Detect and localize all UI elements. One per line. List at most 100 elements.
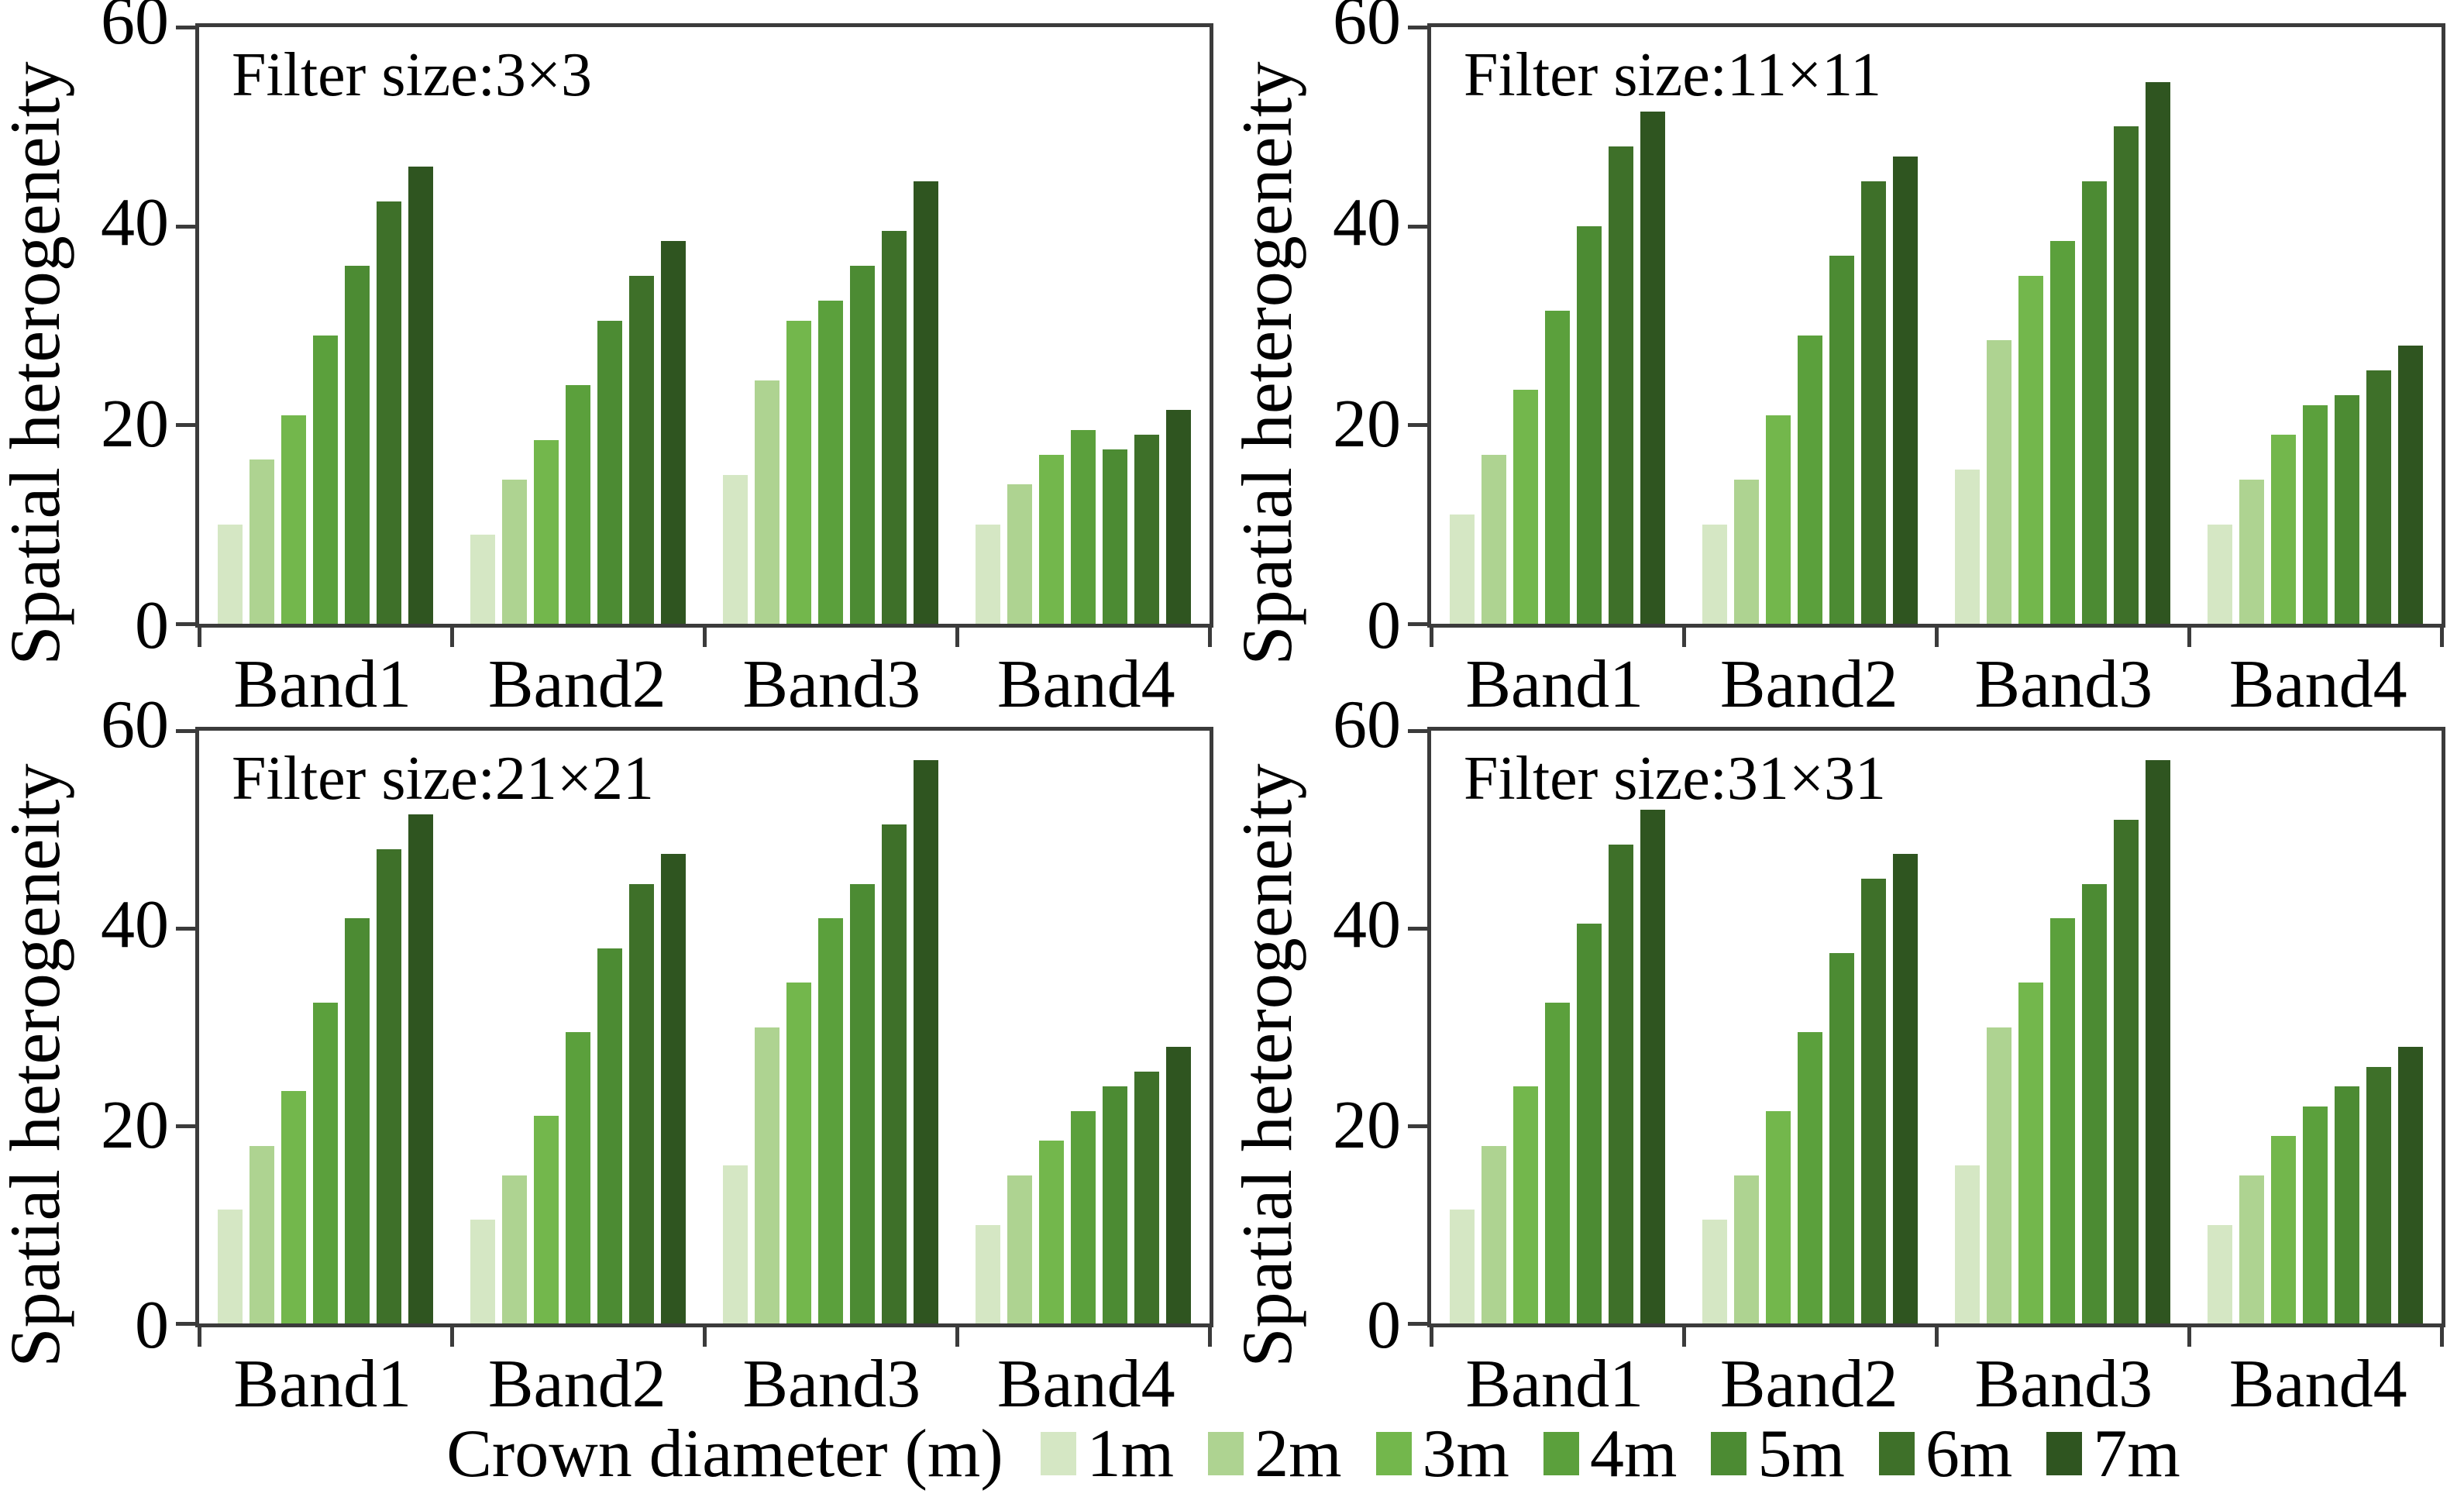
x-category-label-band1: Band1: [233, 647, 412, 722]
x-tick-mark: [2187, 1327, 2191, 1347]
x-tick-mark: [2440, 628, 2444, 647]
bar-band2-6m: [1861, 879, 1886, 1323]
bar-band4-7m: [1166, 1047, 1191, 1323]
x-tick-mark: [2187, 628, 2191, 647]
y-tick-mark: [1408, 26, 1427, 29]
legend-swatch-5m: [1711, 1432, 1747, 1475]
bar-band3-6m: [882, 231, 907, 624]
bar-band2-5m: [1829, 952, 1854, 1323]
bar-band2-6m: [1861, 181, 1886, 624]
y-tick-label-0: 0: [1367, 588, 1401, 664]
bar-band1-4m: [313, 1002, 338, 1323]
panel-title: Filter size:31×31: [1464, 745, 1887, 813]
x-category-label-band1: Band1: [1465, 1347, 1644, 1422]
y-tick-mark: [176, 1124, 195, 1128]
legend-label-5m: 5m: [1757, 1416, 1845, 1492]
bar-band4-1m: [976, 524, 1000, 624]
bars-container: [1431, 731, 2442, 1323]
bar-band1-4m: [313, 335, 338, 624]
bar-band1-4m: [1545, 310, 1570, 624]
x-axis-labels: Band1 Band2 Band3 Band4: [1427, 628, 2445, 722]
bar-band1-3m: [281, 415, 306, 624]
bar-band4-2m: [1007, 484, 1032, 624]
x-tick-mark: [450, 1327, 454, 1347]
bar-band1-1m: [218, 1210, 243, 1323]
x-category-label-band3: Band3: [1974, 1347, 2153, 1422]
bar-band2-3m: [1766, 1110, 1791, 1323]
bar-band3-1m: [1955, 470, 1980, 624]
bar-group-band1: [199, 27, 452, 624]
bar-band2-4m: [566, 1031, 590, 1323]
bar-band1-5m: [1577, 225, 1602, 624]
bar-band1-2m: [1481, 454, 1506, 624]
chart-row: 60 40 20 0 Filter size:31×31: [1297, 691, 2445, 1360]
y-tick-label-40: 40: [101, 185, 169, 261]
bar-band3-2m: [755, 380, 779, 624]
y-tick-mark: [176, 423, 195, 428]
bar-band3-7m: [914, 760, 938, 1323]
x-category-label-band2: Band2: [487, 1347, 666, 1422]
bar-band3-7m: [2146, 81, 2170, 624]
chart-row: 60 40 20 0 Filter size:11×11: [1297, 0, 2445, 660]
bar-group-band4: [2189, 27, 2442, 624]
bar-band3-4m: [2050, 918, 2075, 1323]
bar-band2-1m: [1702, 1220, 1727, 1323]
legend-swatch-7m: [2046, 1432, 2083, 1475]
y-tick-mark: [1408, 926, 1427, 931]
bar-band4-3m: [1039, 1141, 1064, 1323]
x-category-label-band3: Band3: [1974, 647, 2153, 722]
bar-group-band2: [452, 731, 704, 1323]
bar-band1-6m: [1609, 146, 1633, 624]
legend-item-7m: 7m: [2046, 1415, 2180, 1493]
bar-band4-6m: [1134, 435, 1159, 624]
x-axis-labels: Band1 Band2 Band3 Band4: [1427, 1327, 2445, 1422]
y-tick-mark: [176, 224, 195, 229]
bar-band4-3m: [2271, 1135, 2296, 1323]
bar-band1-1m: [1450, 514, 1475, 624]
y-tick-label-20: 20: [101, 1087, 169, 1163]
bar-band1-5m: [345, 918, 370, 1323]
bar-band1-5m: [1577, 923, 1602, 1323]
bar-band3-4m: [818, 918, 843, 1323]
bar-band3-5m: [2082, 883, 2107, 1323]
bar-band3-7m: [914, 181, 938, 624]
bar-band3-6m: [2114, 819, 2139, 1323]
bar-band3-1m: [1955, 1165, 1980, 1323]
bar-band3-6m: [2114, 126, 2139, 624]
x-tick-mark: [703, 628, 707, 647]
y-tick-mark: [1408, 1322, 1427, 1326]
bar-band2-3m: [1766, 415, 1791, 624]
x-tick-mark: [198, 628, 201, 647]
bar-group-band1: [199, 731, 452, 1323]
x-tick-mark: [703, 1327, 707, 1347]
bar-band1-3m: [1513, 390, 1538, 624]
x-category-label-band2: Band2: [1719, 1347, 1898, 1422]
x-category-label-band4: Band4: [2228, 1347, 2407, 1422]
y-tick-label-40: 40: [1333, 887, 1401, 963]
bar-band2-1m: [470, 1220, 495, 1323]
y-tick-label-40: 40: [101, 887, 169, 963]
bar-group-band2: [1684, 27, 1936, 624]
bar-band3-5m: [850, 883, 875, 1323]
bar-group-band3: [704, 731, 957, 1323]
bar-band4-5m: [1103, 1086, 1127, 1323]
bar-band2-6m: [629, 275, 654, 624]
x-category-label-band4: Band4: [996, 647, 1175, 722]
bar-band4-4m: [2303, 1106, 2328, 1323]
bar-band1-3m: [1513, 1086, 1538, 1323]
legend-label-2m: 2m: [1254, 1416, 1342, 1492]
bar-band1-6m: [377, 849, 401, 1323]
legend-item-6m: 6m: [1878, 1415, 2012, 1493]
y-tick-label-20: 20: [101, 387, 169, 463]
y-axis-ticks: 60 40 20 0: [1297, 0, 1427, 660]
x-tick-mark: [2440, 1327, 2444, 1347]
x-tick-mark: [198, 1327, 201, 1347]
y-tick-mark: [1408, 423, 1427, 428]
x-tick-mark: [955, 1327, 959, 1347]
bar-group-band2: [452, 27, 704, 624]
bar-band3-2m: [1987, 340, 2011, 624]
panel-filter-11x11: Spatial heterogeneity 60 40 20 0 Filter siz…: [1227, 0, 2464, 722]
panel-filter-31x31: Spatial heterogeneity 60 40 20 0 Filter siz…: [1227, 691, 2464, 1422]
y-tick-label-40: 40: [1333, 185, 1401, 261]
